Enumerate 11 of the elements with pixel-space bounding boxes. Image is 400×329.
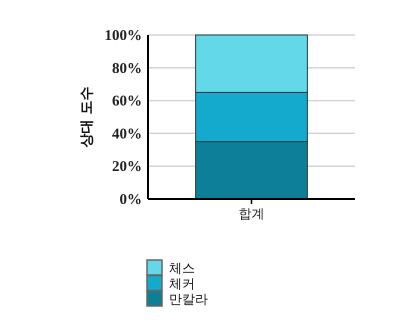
y-tick-label: 40% xyxy=(112,126,142,142)
x-tick-label: 합계 xyxy=(238,207,264,222)
legend-label: 체스 xyxy=(169,262,195,276)
legend-label: 만칼라 xyxy=(169,292,208,308)
y-tick-label: 20% xyxy=(112,159,142,176)
y-tick-label: 80% xyxy=(112,60,142,77)
y-tick-label: 100% xyxy=(104,28,142,44)
y-axis-title: 상대 도수 xyxy=(79,86,95,148)
y-tick-label: 60% xyxy=(112,94,142,110)
legend-label: 체커 xyxy=(169,277,195,292)
y-tick-label: 0% xyxy=(120,192,142,208)
